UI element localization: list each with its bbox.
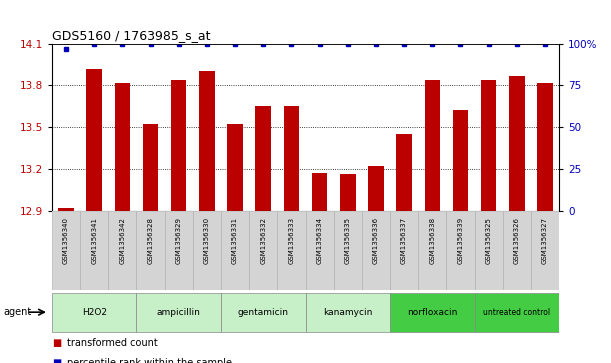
Text: GSM1356334: GSM1356334 — [316, 217, 323, 264]
Bar — [277, 211, 306, 290]
Text: H2O2: H2O2 — [82, 308, 107, 317]
Text: GSM1356326: GSM1356326 — [514, 217, 520, 264]
Text: GSM1356342: GSM1356342 — [119, 217, 125, 264]
Bar — [136, 293, 221, 332]
Bar — [447, 211, 475, 290]
Text: transformed count: transformed count — [67, 338, 158, 348]
Bar — [115, 82, 130, 211]
Bar — [390, 211, 418, 290]
Bar — [397, 134, 412, 211]
Bar — [164, 211, 193, 290]
Text: GSM1356341: GSM1356341 — [91, 217, 97, 264]
Bar — [306, 211, 334, 290]
Text: GSM1356333: GSM1356333 — [288, 217, 295, 264]
Bar — [340, 174, 356, 211]
Text: GSM1356336: GSM1356336 — [373, 217, 379, 264]
Text: GSM1356330: GSM1356330 — [204, 217, 210, 264]
Text: kanamycin: kanamycin — [323, 308, 373, 317]
Bar — [418, 211, 447, 290]
Text: GSM1356325: GSM1356325 — [486, 217, 492, 264]
Bar — [425, 80, 440, 211]
Bar — [108, 211, 136, 290]
Bar — [52, 211, 80, 290]
Text: GSM1356329: GSM1356329 — [176, 217, 181, 264]
Bar — [221, 293, 306, 332]
Bar — [475, 211, 503, 290]
Bar — [306, 293, 390, 332]
Bar — [334, 211, 362, 290]
Text: ampicillin: ampicillin — [157, 308, 200, 317]
Text: percentile rank within the sample: percentile rank within the sample — [67, 358, 232, 363]
Bar — [199, 72, 214, 211]
Text: GDS5160 / 1763985_s_at: GDS5160 / 1763985_s_at — [52, 29, 210, 42]
Bar — [80, 211, 108, 290]
Bar — [475, 293, 559, 332]
Bar — [312, 173, 327, 211]
Text: ■: ■ — [52, 338, 61, 348]
Text: untreated control: untreated control — [483, 308, 551, 317]
Bar — [531, 211, 559, 290]
Bar — [86, 69, 102, 211]
Bar — [390, 293, 475, 332]
Text: gentamicin: gentamicin — [238, 308, 289, 317]
Text: ■: ■ — [52, 358, 61, 363]
Bar — [171, 80, 186, 211]
Bar — [368, 166, 384, 211]
Bar — [537, 82, 553, 211]
Bar — [136, 211, 164, 290]
Text: GSM1356337: GSM1356337 — [401, 217, 407, 264]
Bar — [284, 106, 299, 211]
Text: GSM1356340: GSM1356340 — [63, 217, 69, 264]
Text: GSM1356335: GSM1356335 — [345, 217, 351, 264]
Bar — [221, 211, 249, 290]
Text: agent: agent — [3, 307, 31, 317]
Text: GSM1356331: GSM1356331 — [232, 217, 238, 264]
Text: GSM1356327: GSM1356327 — [542, 217, 548, 264]
Bar — [362, 211, 390, 290]
Text: GSM1356328: GSM1356328 — [147, 217, 153, 264]
Text: GSM1356339: GSM1356339 — [458, 217, 464, 264]
Text: GSM1356338: GSM1356338 — [430, 217, 435, 264]
Text: GSM1356332: GSM1356332 — [260, 217, 266, 264]
Text: norfloxacin: norfloxacin — [407, 308, 458, 317]
Bar — [503, 211, 531, 290]
Bar — [249, 211, 277, 290]
Bar — [481, 80, 496, 211]
Bar — [58, 208, 74, 211]
Bar — [453, 110, 468, 211]
Bar — [52, 293, 136, 332]
Bar — [227, 124, 243, 211]
Bar — [193, 211, 221, 290]
Bar — [509, 76, 525, 211]
Bar — [255, 106, 271, 211]
Bar — [143, 124, 158, 211]
